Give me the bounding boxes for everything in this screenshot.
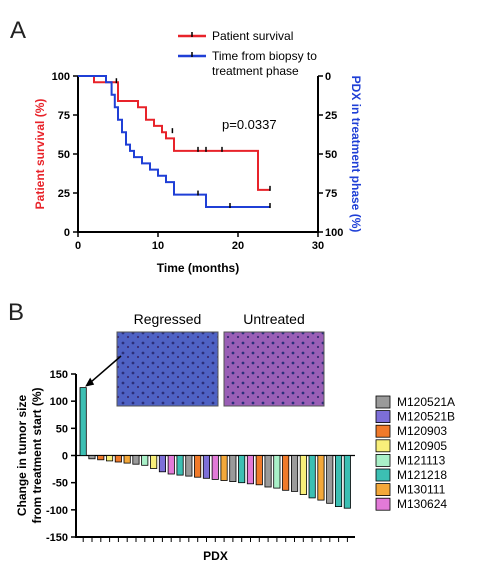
bar [299, 455, 307, 495]
bar [114, 455, 122, 463]
legend-label-2: Time from biopsy to [212, 49, 317, 63]
y-left-tick-label: 0 [64, 227, 70, 239]
legend-swatch [375, 424, 391, 438]
y-left-tick-label: 25 [58, 188, 70, 200]
x-tick-label: 20 [232, 240, 244, 252]
legend-swatch [375, 395, 391, 409]
panel-b-letter: B [8, 299, 24, 326]
survival-chart: 0 10 20 30 0 25 50 75 100 100 75 50 25 0 Time (months)… [33, 29, 363, 275]
bar [167, 455, 175, 475]
arrow-head [85, 377, 95, 387]
tumor-bar-chart: 150 100 50 0 -50 -100 -150 PDX Change in tumor s… [15, 311, 455, 563]
y-axis-title: from treatment start (%) [30, 387, 44, 523]
histology-label: Regressed [134, 311, 202, 327]
bar [176, 455, 184, 476]
series-line-2 [78, 75, 270, 208]
bar [290, 455, 299, 492]
y-left-tick-label: 75 [58, 110, 70, 122]
y-tick-label: 100 [50, 396, 68, 408]
x-axis-title: Time (months) [157, 261, 239, 275]
bar [264, 455, 272, 488]
x-axis-title: PDX [203, 549, 228, 563]
bar [317, 455, 325, 501]
series-line-1 [78, 75, 270, 191]
legend-label: M121113 [397, 453, 446, 467]
bar [246, 455, 255, 485]
bar [308, 455, 316, 499]
y-tick-label: -50 [52, 478, 68, 490]
bar [123, 455, 131, 464]
legend-label: M130111 [397, 483, 446, 497]
histology-image [223, 331, 325, 407]
legend-label: M120521A [397, 395, 455, 409]
legend-label: M130624 [397, 497, 447, 511]
y-tick-label: -100 [46, 505, 68, 517]
panel-a-letter: A [10, 17, 26, 44]
y-axis-title: Change in tumor size [15, 395, 29, 517]
bar [158, 455, 167, 473]
y-right-tick-label: 50 [325, 149, 337, 161]
legend-label: M121218 [397, 468, 447, 482]
x-tick-label: 30 [312, 240, 324, 252]
y-left-tick-label: 50 [58, 149, 70, 161]
bar [150, 455, 158, 469]
bar [343, 455, 351, 509]
y-right-tick-label: 0 [325, 71, 331, 83]
histology-image [116, 331, 219, 407]
y-right-tick-label: 75 [325, 188, 337, 200]
bar [97, 455, 105, 461]
legend-label: M120905 [397, 439, 447, 453]
legend-swatch [375, 439, 391, 453]
bar [202, 455, 211, 479]
legend-label: M120903 [397, 424, 447, 438]
legend-swatch [375, 453, 391, 467]
legend-swatch [375, 410, 391, 424]
legend-swatch [375, 497, 391, 511]
bar [132, 455, 140, 465]
y-right-tick-label: 100 [325, 227, 343, 239]
x-tick-label: 0 [75, 240, 81, 252]
bar [220, 455, 228, 481]
bar [79, 387, 87, 456]
y-tick-label: 150 [50, 369, 68, 381]
x-tick-label: 10 [152, 240, 164, 252]
bar [255, 455, 263, 486]
legend-swatch [375, 468, 391, 482]
y-tick-label: -150 [46, 532, 68, 544]
bar [334, 455, 343, 507]
y-left-tick-label: 100 [52, 71, 70, 83]
bar [273, 455, 281, 489]
bar [194, 455, 202, 478]
y-tick-label: 50 [56, 423, 68, 435]
bar [141, 455, 149, 466]
bar [211, 455, 219, 480]
bar [229, 455, 237, 483]
p-value-annotation: p=0.0337 [222, 117, 277, 132]
bar [282, 455, 290, 491]
legend-label-2: treatment phase [212, 64, 299, 78]
legend-label: M120521B [397, 410, 455, 424]
bar [185, 455, 193, 477]
y-tick-label: 0 [62, 451, 68, 463]
histology-label: Untreated [243, 311, 304, 327]
bar [106, 455, 114, 462]
y-right-tick-label: 25 [325, 110, 337, 122]
bar [88, 455, 96, 460]
y-left-axis-title: Patient survival (%) [33, 99, 47, 210]
bar [326, 455, 334, 504]
legend-swatch [375, 483, 391, 497]
arrow-line [88, 355, 122, 385]
legend-label-1: Patient survival [212, 29, 293, 43]
bar [238, 455, 246, 484]
y-right-axis-title: PDX in treatment phase (%) [349, 76, 363, 233]
